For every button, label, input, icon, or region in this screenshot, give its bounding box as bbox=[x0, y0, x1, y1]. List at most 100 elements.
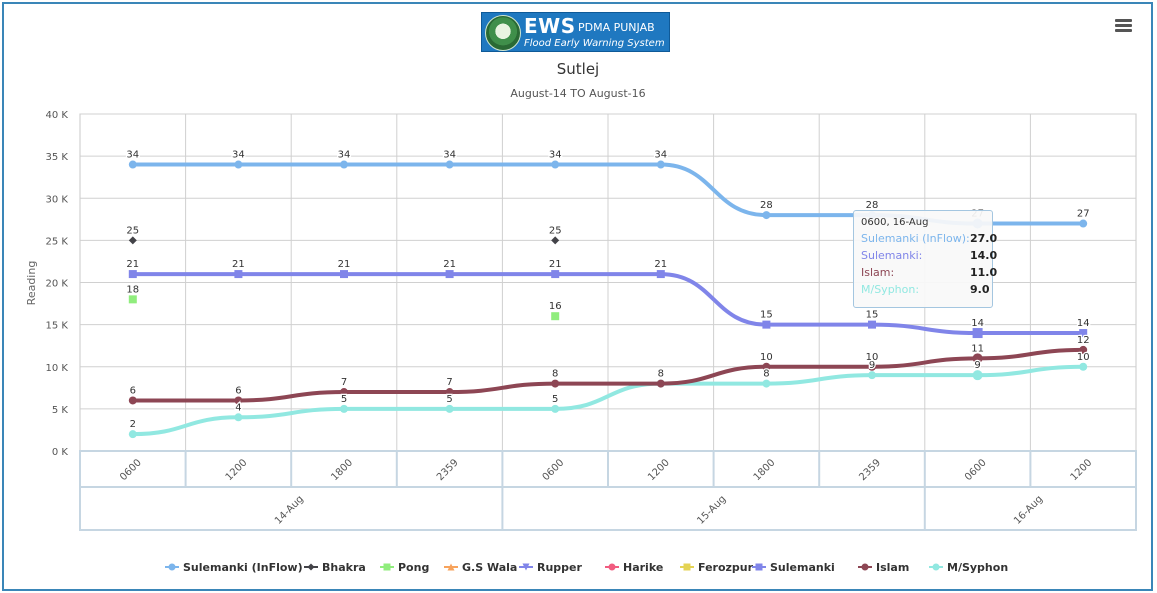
x-tick-label: 0600 bbox=[118, 457, 144, 483]
data-point-sulemanki bbox=[128, 270, 137, 279]
series-line-m-syphon bbox=[132, 364, 1084, 437]
y-tick-label: 40 K bbox=[46, 110, 69, 121]
data-label-islam: 7 bbox=[446, 377, 452, 388]
series-line-islam bbox=[132, 347, 1084, 403]
legend-item-ferozpur[interactable]: Ferozpur bbox=[698, 561, 754, 574]
legend-marker-sulemanki bbox=[755, 563, 763, 571]
data-point-sulemanki-inflow bbox=[656, 160, 665, 169]
legend[interactable]: Sulemanki (InFlow) Bhakra Pong G.S Wala Rupp… bbox=[165, 561, 1008, 574]
x-tick-label: 1200 bbox=[646, 457, 672, 483]
x-tick-label: 1200 bbox=[1069, 457, 1095, 483]
tooltip-row: Sulemanki (InFlow): 27.0 bbox=[861, 232, 997, 249]
data-label-sulemanki: 21 bbox=[338, 259, 351, 270]
y-tick-label: 0 K bbox=[52, 447, 69, 458]
data-point-m-syphon bbox=[762, 379, 771, 388]
y-tick-label: 15 K bbox=[46, 321, 69, 332]
data-point-pong bbox=[551, 312, 560, 321]
data-point-m-syphon bbox=[551, 404, 560, 413]
hamburger-menu-icon[interactable] bbox=[1115, 19, 1132, 33]
data-point-m-syphon bbox=[340, 404, 348, 413]
data-label-m-syphon: 9 bbox=[974, 360, 980, 371]
data-label-bhakra: 25 bbox=[549, 225, 562, 236]
y-axis: 0 K 5 K 10 K 15 K 20 K 25 K 30 K 35 K 40 K bbox=[46, 110, 69, 458]
tooltip-series-name: Islam: bbox=[861, 266, 895, 279]
x-tick-label: 2359 bbox=[857, 457, 883, 483]
x-tick-label: 0600 bbox=[963, 457, 989, 483]
data-point-sulemanki bbox=[972, 328, 983, 339]
data-label-sulemanki: 21 bbox=[549, 259, 562, 270]
data-point-sulemanki bbox=[340, 270, 348, 279]
y-tick-label: 5 K bbox=[52, 405, 69, 416]
data-label-islam: 6 bbox=[235, 385, 241, 396]
data-point-islam bbox=[1079, 345, 1088, 354]
series-group bbox=[128, 160, 1088, 439]
data-point-sulemanki-inflow bbox=[762, 211, 771, 220]
data-point-sulemanki bbox=[656, 270, 665, 279]
data-label-sulemanki-inflow: 28 bbox=[866, 200, 879, 211]
data-point-islam bbox=[656, 379, 665, 388]
data-point-islam bbox=[128, 396, 137, 405]
legend-item-sulemanki-inflow[interactable]: Sulemanki (InFlow) bbox=[183, 561, 303, 574]
legend-marker-g-s-wala bbox=[447, 563, 455, 571]
data-point-sulemanki bbox=[762, 320, 771, 329]
data-label-m-syphon: 5 bbox=[446, 394, 452, 405]
data-point-bhakra bbox=[551, 236, 560, 245]
data-label-m-syphon: 5 bbox=[552, 394, 558, 405]
data-label-m-syphon: 4 bbox=[235, 402, 241, 413]
data-label-islam: 10 bbox=[760, 352, 773, 363]
data-label-sulemanki: 21 bbox=[654, 259, 667, 270]
pdma-emblem-icon bbox=[485, 15, 521, 51]
data-label-sulemanki-inflow: 34 bbox=[549, 150, 562, 161]
data-label-islam: 6 bbox=[130, 385, 136, 396]
legend-marker-harike bbox=[608, 563, 616, 571]
y-tick-label: 10 K bbox=[46, 363, 69, 374]
data-label-islam: 7 bbox=[341, 377, 347, 388]
data-label-m-syphon: 10 bbox=[1077, 352, 1090, 363]
legend-marker-m-syphon bbox=[932, 563, 940, 571]
chart-title: Sutlej bbox=[557, 60, 599, 78]
legend-marker-rupper bbox=[522, 563, 530, 571]
data-point-sulemanki-inflow bbox=[128, 160, 137, 169]
tooltip-series-name: Sulemanki (InFlow): bbox=[861, 232, 970, 245]
legend-item-pong[interactable]: Pong bbox=[398, 561, 429, 574]
data-label-m-syphon: 2 bbox=[130, 419, 136, 430]
legend-item-g-s-wala[interactable]: G.S Wala bbox=[462, 561, 517, 574]
data-point-sulemanki bbox=[551, 270, 560, 279]
legend-marker-islam bbox=[861, 563, 869, 571]
data-point-m-syphon bbox=[868, 371, 876, 380]
y-tick-label: 25 K bbox=[46, 236, 69, 247]
data-point-islam bbox=[762, 362, 771, 371]
data-point-sulemanki-inflow bbox=[1079, 219, 1088, 228]
legend-item-m-syphon[interactable]: M/Syphon bbox=[947, 561, 1008, 574]
data-label-m-syphon: 9 bbox=[869, 360, 875, 371]
y-tick-label: 30 K bbox=[46, 194, 69, 205]
legend-item-rupper[interactable]: Rupper bbox=[537, 561, 583, 574]
data-label-islam: 8 bbox=[552, 369, 558, 380]
y-axis-title: Reading bbox=[25, 261, 38, 306]
legend-item-harike[interactable]: Harike bbox=[623, 561, 663, 574]
x-axis: 0600 1200 1800 2359 0600 1200 1800 2359 0600 1200… bbox=[79, 450, 1137, 531]
data-point-sulemanki-inflow bbox=[551, 160, 560, 169]
legend-item-sulemanki[interactable]: Sulemanki bbox=[770, 561, 835, 574]
data-point-sulemanki bbox=[868, 320, 876, 329]
data-label-pong: 16 bbox=[549, 301, 562, 312]
tooltip-series-name: M/Syphon: bbox=[861, 283, 920, 296]
legend-item-bhakra[interactable]: Bhakra bbox=[322, 561, 366, 574]
legend-item-islam[interactable]: Islam bbox=[876, 561, 909, 574]
logo-tagline-text: Flood Early Warning System bbox=[524, 38, 665, 49]
data-label-sulemanki-inflow: 34 bbox=[654, 150, 667, 161]
data-label-pong: 18 bbox=[126, 284, 139, 295]
y-tick-label: 20 K bbox=[46, 279, 69, 290]
data-label-sulemanki: 15 bbox=[866, 310, 879, 321]
data-point-sulemanki-inflow bbox=[340, 160, 348, 169]
data-label-bhakra: 25 bbox=[126, 225, 139, 236]
data-label-islam: 11 bbox=[971, 343, 984, 354]
x-group-label: 14-Aug bbox=[273, 494, 306, 527]
data-label-sulemanki-inflow: 34 bbox=[126, 150, 139, 161]
data-label-sulemanki: 15 bbox=[760, 310, 773, 321]
data-label-islam: 10 bbox=[866, 352, 879, 363]
x-group-label: 15-Aug bbox=[695, 494, 728, 527]
data-point-islam bbox=[445, 388, 454, 397]
data-label-islam: 8 bbox=[658, 369, 664, 380]
